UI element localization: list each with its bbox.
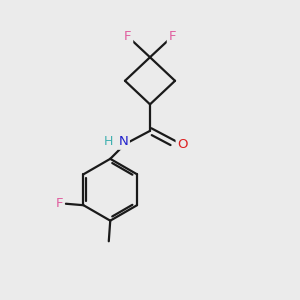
Text: F: F: [168, 30, 176, 43]
Text: H: H: [104, 135, 113, 148]
Text: F: F: [124, 30, 132, 43]
Text: N: N: [118, 135, 128, 148]
Text: O: O: [177, 138, 188, 151]
Text: F: F: [56, 197, 63, 210]
